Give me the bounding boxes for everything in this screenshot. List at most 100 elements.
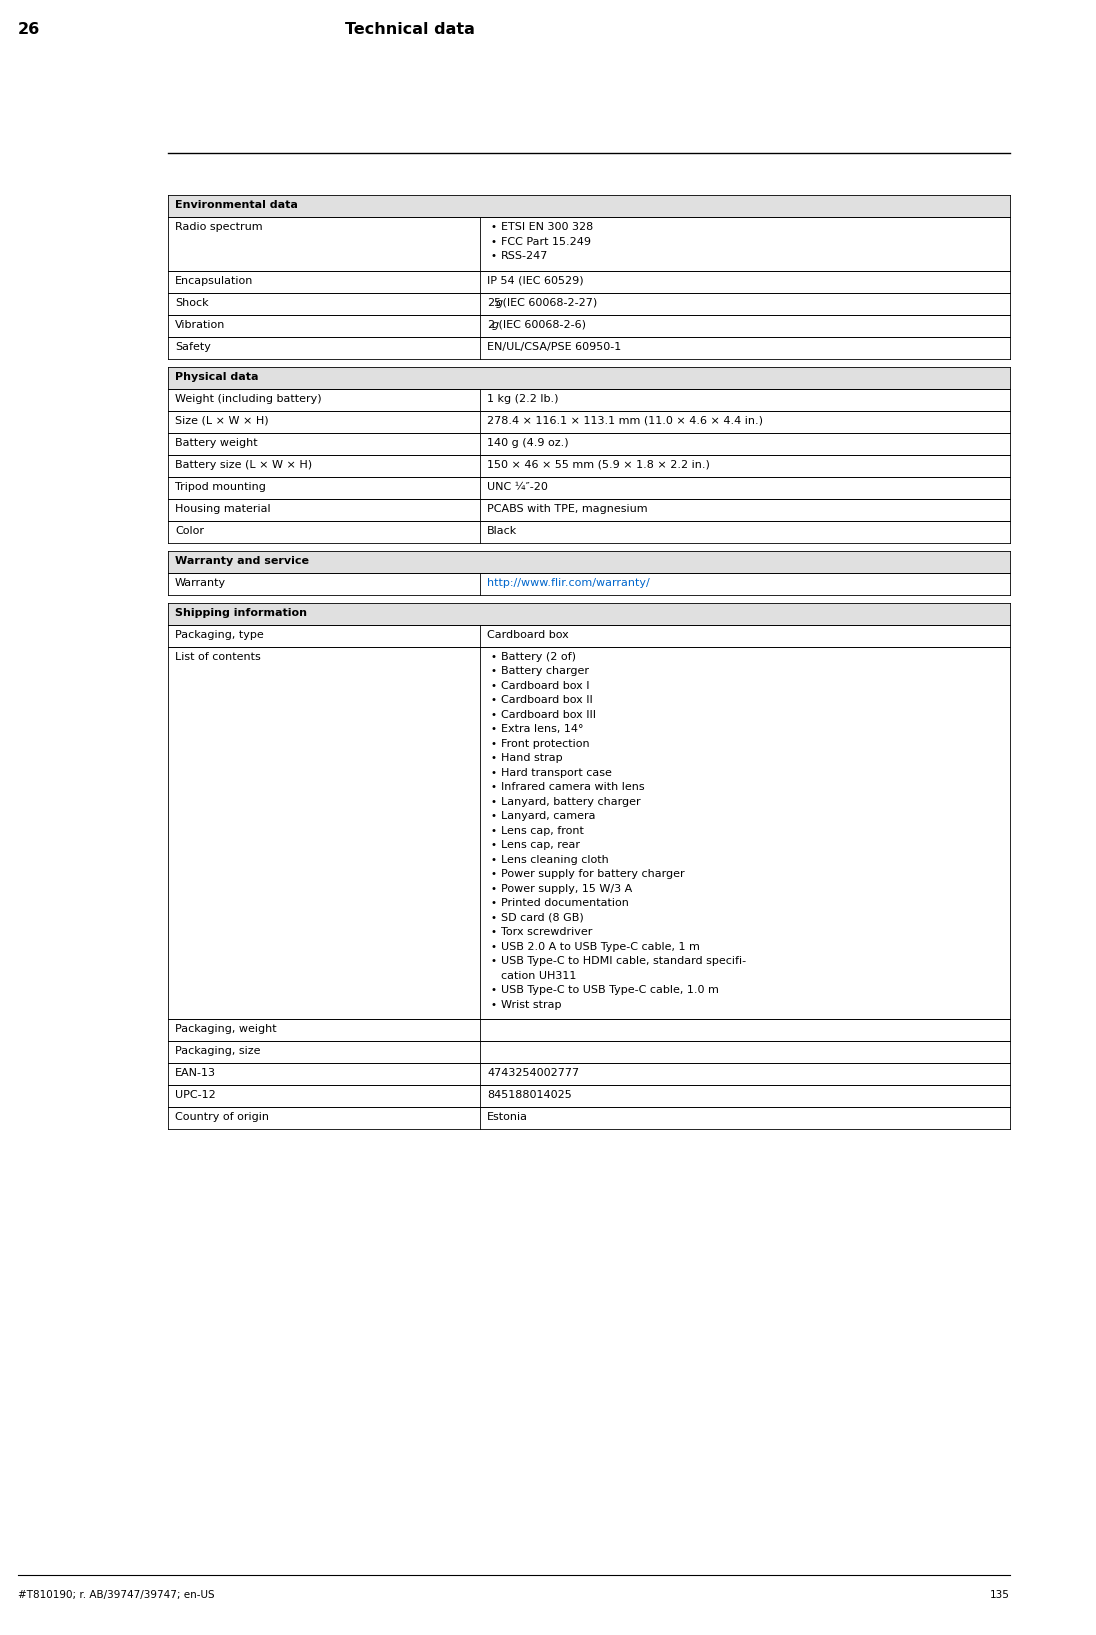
Text: •: • [491,898,496,907]
Text: •: • [491,840,496,850]
Text: Size (L × W × H): Size (L × W × H) [175,415,269,425]
Text: Cardboard box: Cardboard box [487,629,569,639]
Text: Battery size (L × W × H): Battery size (L × W × H) [175,459,312,469]
Text: Tripod mounting: Tripod mounting [175,481,266,492]
Text: Power supply, 15 W/3 A: Power supply, 15 W/3 A [501,883,632,893]
Text: USB Type-C to HDMI cable, standard specifi-: USB Type-C to HDMI cable, standard speci… [501,956,746,966]
Text: Extra lens, 14°: Extra lens, 14° [501,724,583,734]
Text: PCABS with TPE, magnesium: PCABS with TPE, magnesium [487,504,648,513]
Text: USB 2.0 A to USB Type-C cable, 1 m: USB 2.0 A to USB Type-C cable, 1 m [501,942,700,952]
Text: USB Type-C to USB Type-C cable, 1.0 m: USB Type-C to USB Type-C cable, 1.0 m [501,984,719,996]
Text: Printed documentation: Printed documentation [501,898,629,907]
Text: Torx screwdriver: Torx screwdriver [501,927,592,937]
Text: IP 54 (IEC 60529): IP 54 (IEC 60529) [487,276,584,286]
Text: •: • [491,754,496,764]
Text: Battery (2 of): Battery (2 of) [501,651,576,662]
Text: •: • [491,999,496,1009]
Text: Warranty: Warranty [175,577,226,587]
Text: Technical data: Technical data [345,21,475,38]
Text: •: • [491,680,496,690]
Text: 25: 25 [487,298,501,307]
Text: Cardboard box III: Cardboard box III [501,710,596,719]
Text: Lanyard, battery charger: Lanyard, battery charger [501,796,641,806]
Bar [168,314,1011,337]
Text: g: g [491,319,499,330]
Text: Cardboard box II: Cardboard box II [501,695,593,705]
Text: 278.4 × 116.1 × 113.1 mm (11.0 × 4.6 × 4.4 in.): 278.4 × 116.1 × 113.1 mm (11.0 × 4.6 × 4… [487,415,763,425]
Bar [168,366,1011,389]
Bar [168,433,1011,455]
Text: •: • [491,782,496,791]
Text: Radio spectrum: Radio spectrum [175,222,263,232]
Bar [168,1019,1011,1041]
Text: •: • [491,222,496,232]
Bar [168,476,1011,499]
Text: Lens cap, rear: Lens cap, rear [501,840,580,850]
Bar [168,217,1011,270]
Bar [168,410,1011,433]
Text: Shipping information: Shipping information [175,608,307,618]
Text: 26: 26 [18,21,41,38]
Bar [168,1041,1011,1063]
Text: g: g [495,298,502,307]
Text: List of contents: List of contents [175,651,261,662]
Text: Lens cap, front: Lens cap, front [501,826,584,835]
Text: 1 kg (2.2 lb.): 1 kg (2.2 lb.) [487,394,559,404]
Text: •: • [491,912,496,922]
Text: UPC-12: UPC-12 [175,1091,216,1100]
Text: Black: Black [487,525,517,536]
Text: •: • [491,826,496,835]
Text: SD card (8 GB): SD card (8 GB) [501,912,584,922]
Bar [168,625,1011,646]
Bar [168,551,1011,572]
Text: Estonia: Estonia [487,1112,528,1122]
Text: •: • [491,695,496,705]
Text: EN/UL/CSA/PSE 60950-1: EN/UL/CSA/PSE 60950-1 [487,342,621,352]
Text: (IEC 60068-2-6): (IEC 60068-2-6) [495,319,586,330]
Text: Hand strap: Hand strap [501,754,562,764]
Bar [168,572,1011,595]
Text: Battery weight: Battery weight [175,438,258,448]
Bar [168,1086,1011,1107]
Text: 4743254002777: 4743254002777 [487,1068,579,1077]
Text: •: • [491,724,496,734]
Text: •: • [491,739,496,749]
Text: •: • [491,855,496,865]
Text: EAN-13: EAN-13 [175,1068,216,1077]
Bar [168,499,1011,520]
Bar [168,195,1011,217]
Text: Infrared camera with lens: Infrared camera with lens [501,782,644,791]
Text: Packaging, size: Packaging, size [175,1046,261,1056]
Text: Packaging, weight: Packaging, weight [175,1024,276,1033]
Text: 845188014025: 845188014025 [487,1091,572,1100]
Text: Weight (including battery): Weight (including battery) [175,394,321,404]
Text: •: • [491,237,496,247]
Text: Lens cleaning cloth: Lens cleaning cloth [501,855,608,865]
Bar [168,646,1011,1019]
Text: •: • [491,984,496,996]
Text: 2: 2 [487,319,494,330]
Text: Battery charger: Battery charger [501,665,589,675]
Text: •: • [491,868,496,880]
Bar [168,603,1011,625]
Text: Vibration: Vibration [175,319,226,330]
Text: •: • [491,651,496,662]
Bar [168,1107,1011,1130]
Text: 135: 135 [990,1589,1011,1601]
Text: Wrist strap: Wrist strap [501,999,561,1009]
Text: •: • [491,252,496,262]
Text: •: • [491,942,496,952]
Text: Shock: Shock [175,298,208,307]
Bar [168,337,1011,358]
Text: http://www.flir.com/warranty/: http://www.flir.com/warranty/ [487,577,650,587]
Text: Packaging, type: Packaging, type [175,629,264,639]
Bar [168,389,1011,410]
Text: Environmental data: Environmental data [175,199,298,209]
Text: Country of origin: Country of origin [175,1112,269,1122]
Text: Front protection: Front protection [501,739,590,749]
Text: Encapsulation: Encapsulation [175,276,253,286]
Bar [168,293,1011,314]
Text: cation UH311: cation UH311 [501,971,576,981]
Bar [168,455,1011,476]
Text: Color: Color [175,525,204,536]
